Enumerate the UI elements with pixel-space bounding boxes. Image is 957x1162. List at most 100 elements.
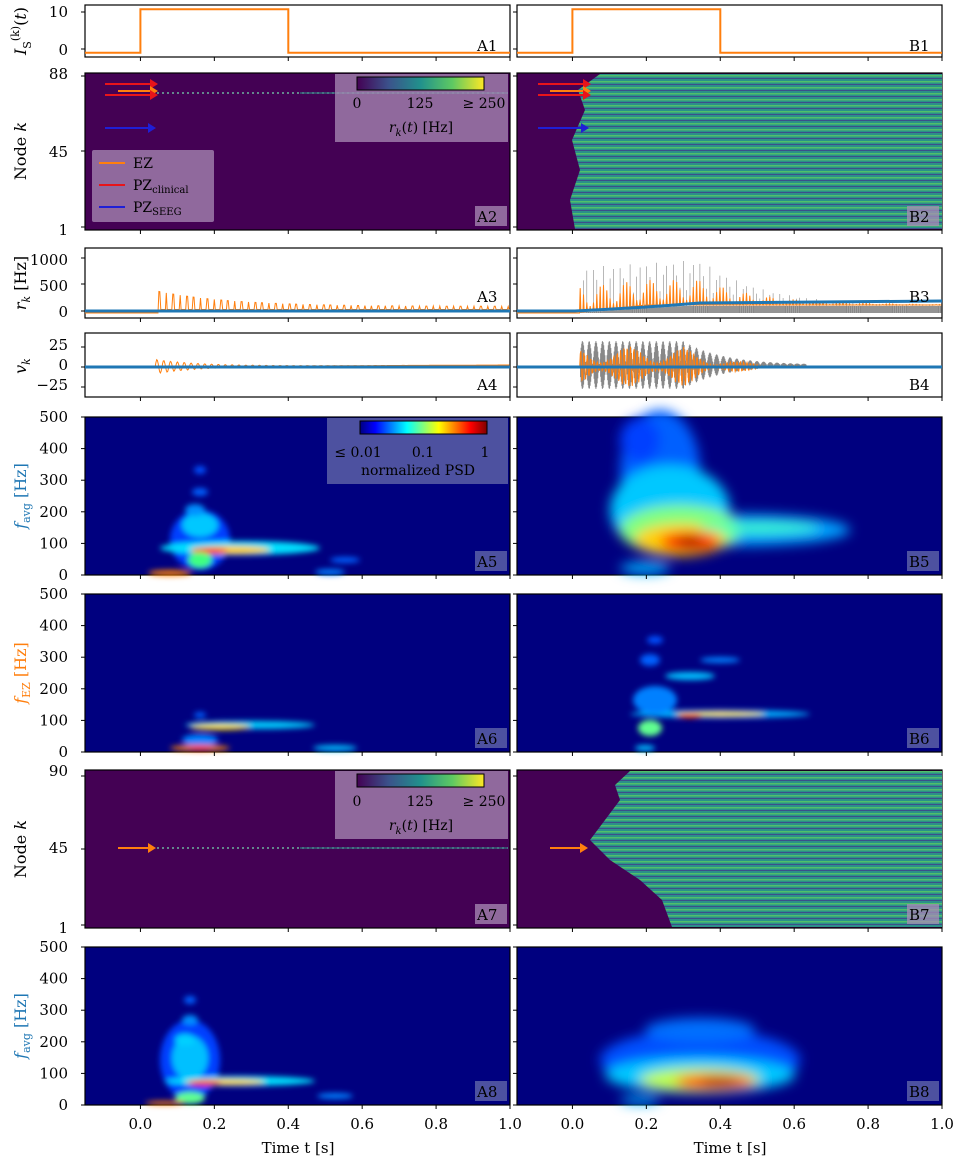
xtick-A-0.0: 0.0 bbox=[129, 1115, 153, 1133]
ytick-2-1: 1 bbox=[58, 221, 68, 239]
ylabel-7: Node k bbox=[11, 820, 30, 878]
colorbar-psd-A5: ≤ 0.01 0.1 1 normalized PSD bbox=[327, 418, 508, 484]
ytick-6-300: 300 bbox=[39, 648, 68, 666]
ytick-5-300: 300 bbox=[39, 471, 68, 489]
xtick-B-0.6: 0.6 bbox=[782, 1115, 806, 1133]
ytick-6-400: 400 bbox=[39, 617, 68, 635]
panel-label-A3: A3 bbox=[476, 288, 497, 306]
cb-psd-tick-1: 0.1 bbox=[412, 445, 434, 461]
ytick-6-200: 200 bbox=[39, 680, 68, 698]
panel-label-B7: B7 bbox=[909, 906, 930, 924]
ytick-4-25: 25 bbox=[49, 336, 68, 354]
colorbar-rate-A7: 0 125 ≥ 250 rk(t) [Hz] bbox=[335, 771, 508, 839]
xtick-A-0.2: 0.2 bbox=[202, 1115, 226, 1133]
xlabel-A: Time t [s] bbox=[262, 1139, 335, 1157]
row-5: ≤ 0.01 0.1 1 normalized PSD A5 B5 favg [… bbox=[11, 410, 943, 576]
axis-ticks: 5004003002001000500400300200100050040030… bbox=[39, 11, 954, 1133]
ytick-4-m25: −25 bbox=[36, 376, 68, 394]
ytick-3-0: 0 bbox=[58, 303, 68, 321]
xtick-B-0.4: 0.4 bbox=[708, 1115, 732, 1133]
legend: EZ PZclinical PZSEEG bbox=[92, 150, 214, 222]
cb-psd-tick-2: 1 bbox=[481, 445, 490, 461]
panel-A1 bbox=[84, 4, 511, 58]
cb-rate-tick-1: 125 bbox=[407, 96, 434, 112]
spectrogram-A8 bbox=[145, 996, 353, 1105]
row-4: A4 B4 25 0 −25 vk bbox=[11, 332, 943, 398]
ytick-2-88: 88 bbox=[49, 65, 68, 83]
panel-label-A2: A2 bbox=[476, 208, 497, 226]
xtick-B-0.8: 0.8 bbox=[856, 1115, 880, 1133]
legend-pz-clinical: PZclinical bbox=[133, 178, 189, 196]
ytick-1-10: 10 bbox=[49, 3, 68, 21]
ytick-8-0: 0 bbox=[58, 1096, 68, 1114]
ytick-5-500: 500 bbox=[39, 408, 68, 426]
ytick-4-0: 0 bbox=[58, 356, 68, 374]
arrow-A7 bbox=[118, 843, 156, 853]
cb-rate7-label: rk(t) [Hz] bbox=[389, 818, 453, 837]
xtick-A-0.4: 0.4 bbox=[276, 1115, 300, 1133]
ylabel-6: fEZ [Hz] bbox=[11, 642, 33, 705]
ytick-5-200: 200 bbox=[39, 503, 68, 521]
cb-rate7-tick-1: 125 bbox=[407, 794, 434, 810]
ytick-6-500: 500 bbox=[39, 585, 68, 603]
ytick-2-45: 45 bbox=[49, 143, 68, 161]
row-6: A6 B6 fEZ [Hz] bbox=[11, 593, 943, 753]
xlabel-B: Time t [s] bbox=[694, 1139, 767, 1157]
legend-ez: EZ bbox=[133, 156, 153, 172]
spectrogram-A5 bbox=[148, 466, 360, 576]
panel-label-B8: B8 bbox=[909, 1083, 930, 1101]
row-2: 0 125 ≥ 250 rk(t) [Hz] EZ PZclinical PZS… bbox=[11, 65, 943, 239]
xtick-A-0.6: 0.6 bbox=[350, 1115, 374, 1133]
cb-rate7-tick-0: 0 bbox=[353, 794, 362, 810]
arrows-B2 bbox=[538, 79, 591, 133]
panel-B1 bbox=[516, 4, 943, 58]
panel-B5 bbox=[516, 416, 943, 576]
xtick-B-0.2: 0.2 bbox=[634, 1115, 658, 1133]
ylabel-1: IS(k)(t) bbox=[9, 7, 34, 56]
ytick-7-1: 1 bbox=[58, 919, 68, 937]
panel-A6 bbox=[84, 593, 511, 753]
panel-label-B6: B6 bbox=[909, 730, 930, 748]
ylabel-8: favg [Hz] bbox=[11, 993, 33, 1060]
panel-label-B5: B5 bbox=[909, 553, 930, 571]
ytick-8-300: 300 bbox=[39, 1001, 68, 1019]
panel-label-B2: B2 bbox=[909, 208, 930, 226]
panel-label-B3: B3 bbox=[909, 288, 930, 306]
ytick-8-500: 500 bbox=[39, 938, 68, 956]
spectrogram-B6 bbox=[630, 636, 810, 751]
ylabel-2: Node k bbox=[11, 122, 30, 180]
row-1: A1 B1 10 0 IS(k)(t) bbox=[9, 3, 943, 59]
ylabel-3: rk [Hz] bbox=[11, 256, 33, 310]
row-8: A8 B8 favg [Hz] bbox=[11, 946, 943, 1106]
ytick-8-100: 100 bbox=[39, 1064, 68, 1082]
arrow-B7 bbox=[550, 843, 588, 853]
spectrogram-B5 bbox=[610, 410, 850, 574]
ytick-7-90: 90 bbox=[49, 762, 68, 780]
arrows-A2 bbox=[105, 79, 158, 133]
heatmap-activity-B7 bbox=[590, 771, 942, 927]
panel-B6 bbox=[516, 593, 943, 753]
panel-label-A7: A7 bbox=[476, 906, 497, 924]
cb-rate-label: rk(t) [Hz] bbox=[389, 120, 453, 139]
ytick-5-0: 0 bbox=[58, 566, 68, 584]
cb-psd-tick-0: ≤ 0.01 bbox=[334, 445, 381, 461]
panel-label-B1: B1 bbox=[909, 37, 930, 55]
ytick-8-200: 200 bbox=[39, 1033, 68, 1051]
ytick-1-0: 0 bbox=[58, 41, 68, 59]
ytick-8-400: 400 bbox=[39, 970, 68, 988]
cb-rate7-tick-2: ≥ 250 bbox=[463, 794, 506, 810]
xtick-A-0.8: 0.8 bbox=[424, 1115, 448, 1133]
xtick-B-1.0: 1.0 bbox=[930, 1115, 954, 1133]
ytick-7-45: 45 bbox=[49, 839, 68, 857]
ytick-6-100: 100 bbox=[39, 711, 68, 729]
panel-label-A4: A4 bbox=[476, 376, 497, 394]
panel-label-A6: A6 bbox=[476, 730, 497, 748]
xtick-A-1.0: 1.0 bbox=[498, 1115, 522, 1133]
cb-rate-tick-0: 0 bbox=[353, 96, 362, 112]
ytick-6-0: 0 bbox=[58, 743, 68, 761]
heatmap-activity-B2 bbox=[570, 74, 942, 229]
spectrogram-A6 bbox=[170, 712, 357, 751]
ylabel-5: favg [Hz] bbox=[11, 463, 33, 530]
ytick-3-500: 500 bbox=[39, 277, 68, 295]
